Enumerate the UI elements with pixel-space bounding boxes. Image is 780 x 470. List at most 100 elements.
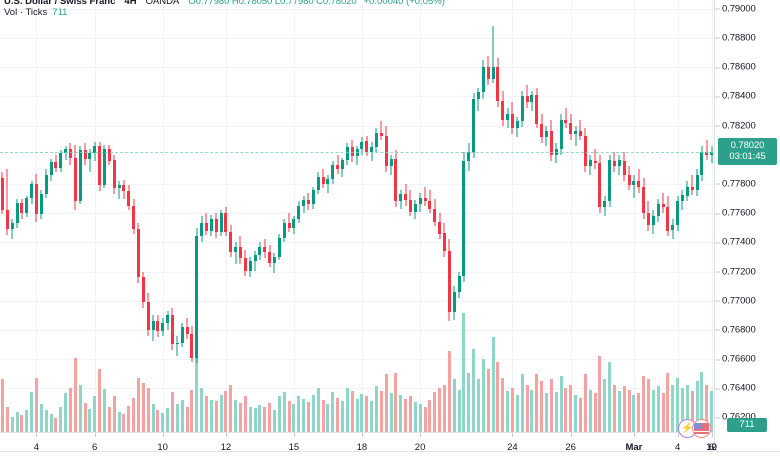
candlestick [374, 128, 378, 154]
gridline-v [36, 0, 38, 432]
candle-body [326, 179, 330, 184]
candle-body [73, 157, 77, 202]
volume-bar [112, 396, 116, 432]
gridline-h [0, 213, 714, 215]
candlestick [44, 169, 48, 199]
gridline-v [420, 0, 422, 432]
gridline-v [162, 0, 164, 432]
candlestick [355, 145, 359, 165]
volume-bar [574, 394, 578, 432]
candlestick [185, 318, 189, 339]
candlestick [379, 121, 383, 141]
candle-body [622, 160, 626, 176]
candlestick [229, 224, 233, 257]
volume-bar [292, 404, 296, 432]
volume-bar [676, 377, 680, 432]
current-price-value: 0.78020 [730, 139, 765, 151]
volume-bar [413, 402, 417, 432]
candlestick [161, 318, 165, 336]
candlestick [238, 236, 242, 265]
price-axis[interactable]: 0.78020 03:01:45 711 0.79000 0.78800 0.786… [714, 0, 780, 451]
volume-bar [248, 406, 252, 432]
volume-bar [603, 379, 607, 432]
candle-body [268, 252, 272, 263]
volume-bar [25, 409, 29, 432]
candle-body [39, 194, 43, 215]
volume-bar [161, 413, 165, 432]
candlestick [258, 242, 262, 260]
time-tick-mark [293, 433, 295, 437]
volume-bar [107, 406, 111, 432]
candle-body [166, 315, 170, 323]
gridline-h [0, 8, 714, 10]
volume-bar [277, 395, 281, 432]
chart-plot-area[interactable] [0, 0, 714, 432]
candle-body [452, 291, 456, 313]
price-tick: 0.77600 [715, 208, 756, 219]
volume-bar [15, 411, 19, 432]
candle-body [617, 160, 621, 167]
gridline-v [94, 0, 96, 432]
candle-body [462, 160, 466, 276]
candlestick [282, 218, 286, 243]
candlestick [608, 154, 612, 208]
time-tick-label: 24 [507, 442, 518, 453]
candle-body [413, 204, 417, 212]
candle-body [248, 261, 252, 272]
candle-body [136, 229, 140, 278]
price-tick-label: 0.76400 [722, 382, 756, 394]
volume-bar [224, 391, 228, 432]
time-tick-mark [677, 433, 679, 437]
timeframe-label[interactable]: 4H [124, 0, 137, 7]
candle-body [632, 180, 636, 186]
candlestick [438, 213, 442, 240]
candle-body [530, 94, 534, 103]
legend-volume-row[interactable]: Vol · Ticks 711 [4, 7, 445, 18]
volume-bar [544, 392, 548, 432]
gridline-h [0, 300, 714, 302]
candlestick [554, 143, 558, 164]
legend-symbol-row[interactable]: U.S. Dollar / Swiss Franc 4H OANDA O0.77… [4, 0, 445, 7]
candle-body [612, 160, 616, 167]
gridline-h [0, 183, 714, 185]
candle-body [88, 153, 92, 160]
ohlc-values: O0.77980 H0.78050 L0.77980 C0.78020 [188, 0, 357, 7]
candle-body [219, 213, 223, 233]
current-price-badge: 0.78020 03:01:45 [718, 137, 777, 165]
candlestick [676, 195, 680, 231]
candle-wick [288, 213, 290, 233]
volume-bar [49, 414, 53, 432]
candlestick [30, 181, 34, 205]
candle-body [190, 334, 194, 358]
time-tick-label: 12 [706, 442, 717, 453]
volume-bar [219, 394, 223, 432]
price-tick: 0.76400 [715, 382, 756, 394]
time-tick-label: 12 [220, 442, 232, 453]
candlestick [413, 199, 417, 219]
time-tick-mark [361, 433, 363, 437]
price-tick: 0.77800 [715, 178, 756, 189]
symbol-title[interactable]: U.S. Dollar / Swiss Franc [4, 0, 116, 7]
price-tick: 0.77000 [715, 295, 756, 306]
price-tick: 0.79000 [715, 3, 756, 14]
chart-legend: U.S. Dollar / Swiss Franc 4H OANDA O0.77… [4, 0, 445, 18]
candlestick [107, 144, 111, 165]
gridline-h [0, 125, 714, 127]
candle-body [544, 131, 548, 138]
volume-bar [447, 350, 451, 432]
volume-bar [661, 392, 665, 432]
volume-bar [243, 396, 247, 432]
volume-bar [136, 377, 140, 432]
candle-body [185, 326, 189, 335]
candle-body [578, 131, 582, 136]
candle-body [540, 123, 544, 138]
candle-wick [575, 125, 577, 146]
candlestick [617, 154, 621, 176]
candle-body [195, 236, 199, 358]
volume-bar [457, 389, 461, 432]
candlestick [345, 143, 349, 165]
candlestick [612, 151, 616, 173]
candle-body [282, 223, 286, 238]
volume-bar [166, 408, 170, 432]
us-flag-badge[interactable] [692, 419, 711, 438]
